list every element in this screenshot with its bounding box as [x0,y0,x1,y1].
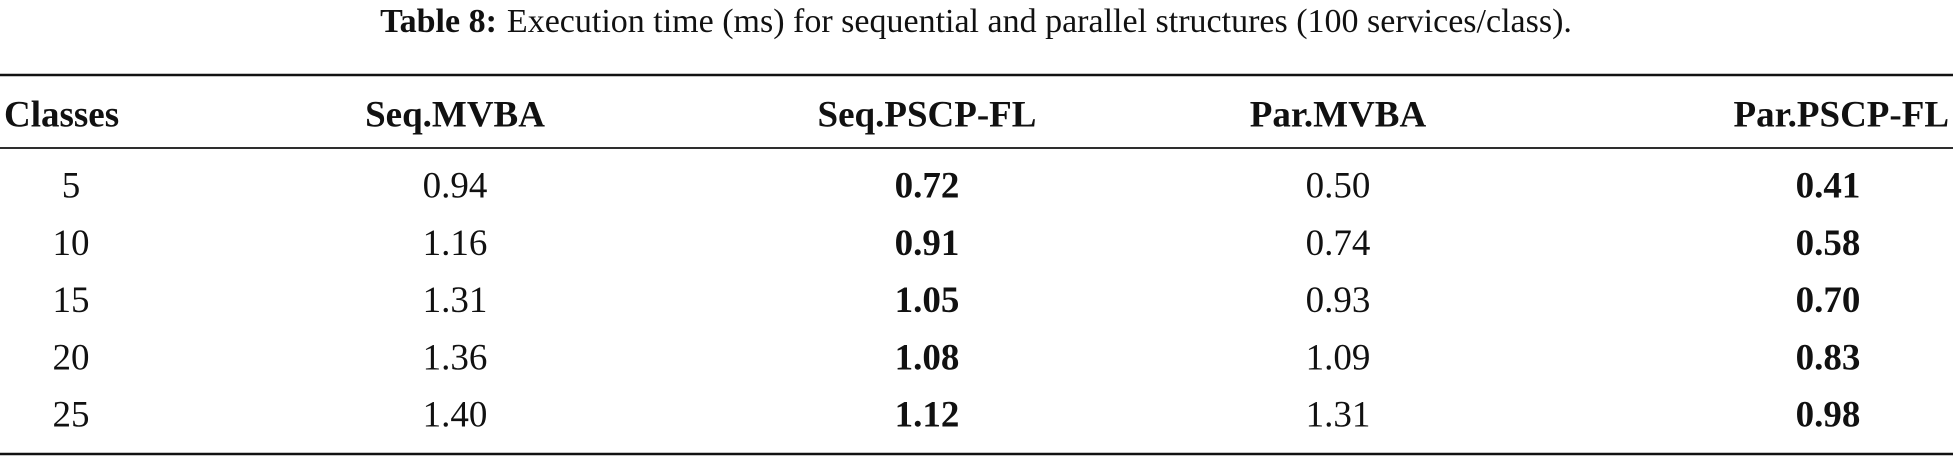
header-cell: Par.MVBA [1250,94,1427,135]
table-cell: 0.72 [895,165,960,206]
table-cell: 0.91 [895,223,960,264]
header-cell: Classes [4,94,119,135]
header-cell: Par.PSCP-FL [1734,94,1949,135]
caption-text: Execution time (ms) for sequential and p… [507,3,1572,40]
table-cell: 1.31 [423,280,488,321]
table-cell: 1.36 [423,337,488,378]
table-cell: 0.50 [1306,165,1371,206]
table-cell: 1.31 [1306,395,1371,436]
table-cell: 0.94 [423,165,488,206]
table-cell: 0.93 [1306,280,1371,321]
table-cell: 25 [53,395,90,436]
caption: Table 8: Execution time (ms) for sequenti… [380,3,1572,40]
table-cell: 1.05 [895,280,960,321]
table-cell: 5 [62,165,81,206]
table-cell: 1.09 [1306,337,1371,378]
caption-label: Table 8: [380,3,497,40]
table-cell: 1.40 [423,395,488,436]
table-cell: 1.16 [423,223,488,264]
table-cell: 1.08 [895,337,960,378]
table-cell: 10 [53,223,90,264]
table-cell: 0.98 [1796,395,1861,436]
table-cell: 0.70 [1796,280,1861,321]
table-cell: 0.74 [1306,223,1371,264]
table-cell: 0.83 [1796,337,1861,378]
table-cell: 0.41 [1796,165,1861,206]
header-cell: Seq.MVBA [365,94,545,135]
table-cell: 1.12 [895,395,960,436]
table-cell: 0.58 [1796,223,1861,264]
header-cell: Seq.PSCP-FL [818,94,1037,135]
table-cell: 15 [53,280,90,321]
table-cell: 20 [53,337,90,378]
